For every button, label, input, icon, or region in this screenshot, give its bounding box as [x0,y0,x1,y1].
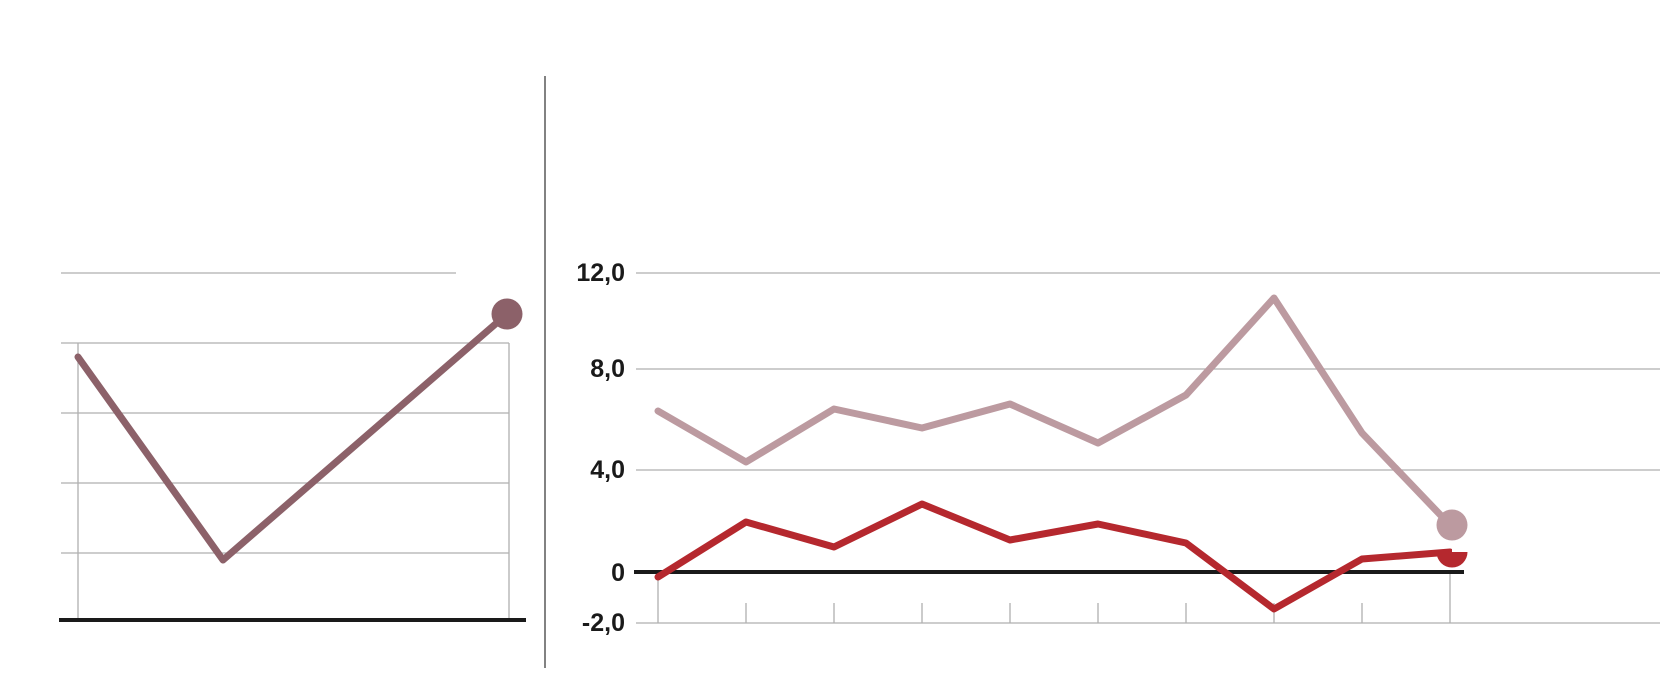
svg-text:4,0: 4,0 [590,456,625,484]
svg-text:8,0: 8,0 [590,355,625,383]
svg-text:12,0: 12,0 [576,259,625,287]
svg-text:-2,0: -2,0 [582,609,625,637]
svg-text:0: 0 [611,559,625,587]
